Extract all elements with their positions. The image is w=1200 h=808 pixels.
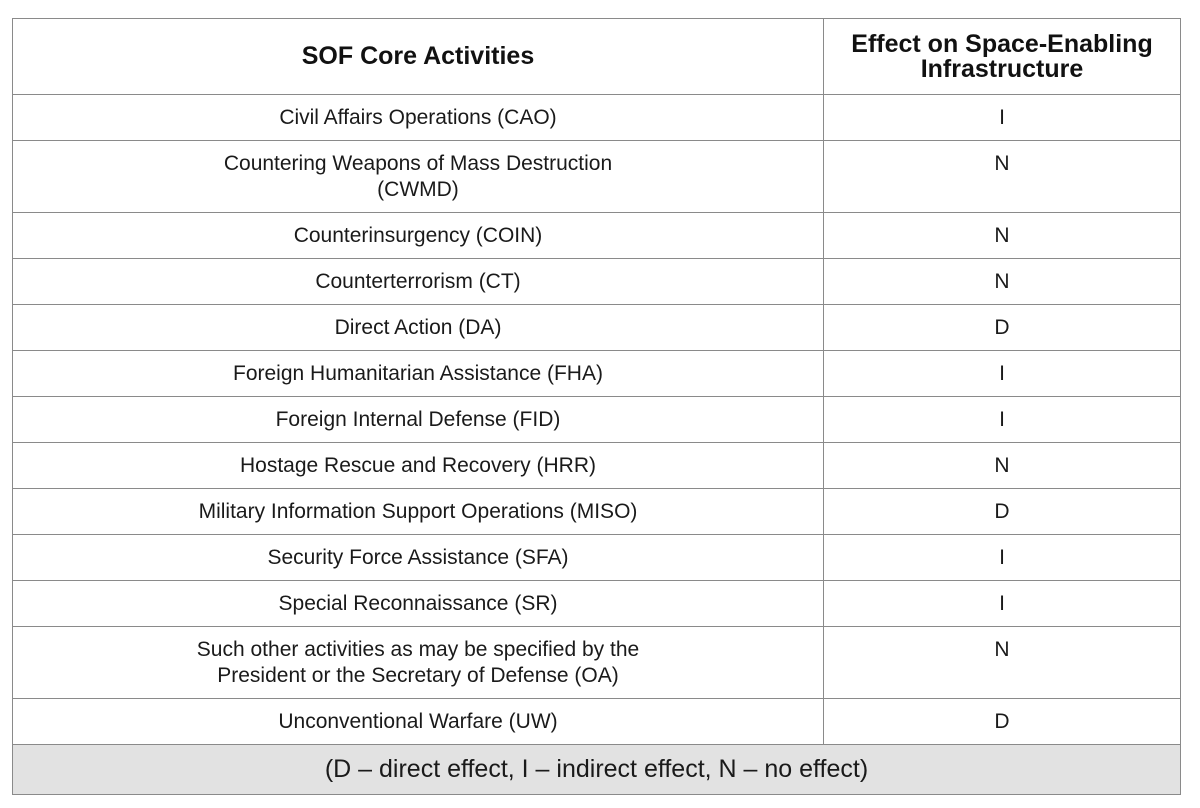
activity-cell: Civil Affairs Operations (CAO) bbox=[12, 94, 824, 141]
table-row: Counterterrorism (CT) N bbox=[12, 258, 1181, 305]
effect-cell: I bbox=[823, 534, 1181, 581]
activity-cell: Foreign Internal Defense (FID) bbox=[12, 396, 824, 443]
table-row: Special Reconnaissance (SR) I bbox=[12, 580, 1181, 627]
table-row: Direct Action (DA) D bbox=[12, 304, 1181, 351]
effect-cell: N bbox=[823, 258, 1181, 305]
table-row: Foreign Humanitarian Assistance (FHA) I bbox=[12, 350, 1181, 397]
effect-cell: D bbox=[823, 698, 1181, 745]
legend-row: (D – direct effect, I – indirect effect,… bbox=[12, 744, 1181, 795]
table-row: Military Information Support Operations … bbox=[12, 488, 1181, 535]
effect-cell: I bbox=[823, 580, 1181, 627]
table-header-row: SOF Core Activities Effect on Space-Enab… bbox=[12, 18, 1181, 95]
activity-cell: Special Reconnaissance (SR) bbox=[12, 580, 824, 627]
activity-cell: Counterterrorism (CT) bbox=[12, 258, 824, 305]
sof-effects-table-container: SOF Core Activities Effect on Space-Enab… bbox=[12, 18, 1181, 795]
activity-cell: Hostage Rescue and Recovery (HRR) bbox=[12, 442, 824, 489]
effect-cell: N bbox=[823, 212, 1181, 259]
effect-cell: N bbox=[823, 140, 1181, 213]
table-row: Unconventional Warfare (UW) D bbox=[12, 698, 1181, 745]
effect-cell: I bbox=[823, 350, 1181, 397]
activity-cell: Direct Action (DA) bbox=[12, 304, 824, 351]
table-row: Counterinsurgency (COIN) N bbox=[12, 212, 1181, 259]
effect-cell: D bbox=[823, 304, 1181, 351]
activity-cell: Foreign Humanitarian Assistance (FHA) bbox=[12, 350, 824, 397]
effect-cell: N bbox=[823, 626, 1181, 699]
table-row: Such other activities as may be specifie… bbox=[12, 626, 1181, 699]
effect-cell: N bbox=[823, 442, 1181, 489]
activity-label: Countering Weapons of Mass Destruction (… bbox=[223, 152, 613, 201]
effect-cell: D bbox=[823, 488, 1181, 535]
table-row: Civil Affairs Operations (CAO) I bbox=[12, 94, 1181, 141]
table-row: Hostage Rescue and Recovery (HRR) N bbox=[12, 442, 1181, 489]
table-row: Foreign Internal Defense (FID) I bbox=[12, 396, 1181, 443]
table-row: Security Force Assistance (SFA) I bbox=[12, 534, 1181, 581]
activity-cell: Security Force Assistance (SFA) bbox=[12, 534, 824, 581]
activity-cell: Such other activities as may be specifie… bbox=[12, 626, 824, 699]
effect-cell: I bbox=[823, 94, 1181, 141]
activity-cell: Counterinsurgency (COIN) bbox=[12, 212, 824, 259]
sof-effects-table: SOF Core Activities Effect on Space-Enab… bbox=[12, 18, 1181, 795]
effect-cell: I bbox=[823, 396, 1181, 443]
activity-cell: Countering Weapons of Mass Destruction (… bbox=[12, 140, 824, 213]
activity-cell: Unconventional Warfare (UW) bbox=[12, 698, 824, 745]
column-header-activities: SOF Core Activities bbox=[12, 18, 824, 95]
activity-label: Such other activities as may be specifie… bbox=[196, 638, 640, 687]
column-header-effect-label: Effect on Space-Enabling Infrastructure bbox=[851, 29, 1153, 83]
table-row: Countering Weapons of Mass Destruction (… bbox=[12, 140, 1181, 213]
effect-legend: (D – direct effect, I – indirect effect,… bbox=[12, 744, 1181, 795]
column-header-effect: Effect on Space-Enabling Infrastructure bbox=[823, 18, 1181, 95]
activity-cell: Military Information Support Operations … bbox=[12, 488, 824, 535]
